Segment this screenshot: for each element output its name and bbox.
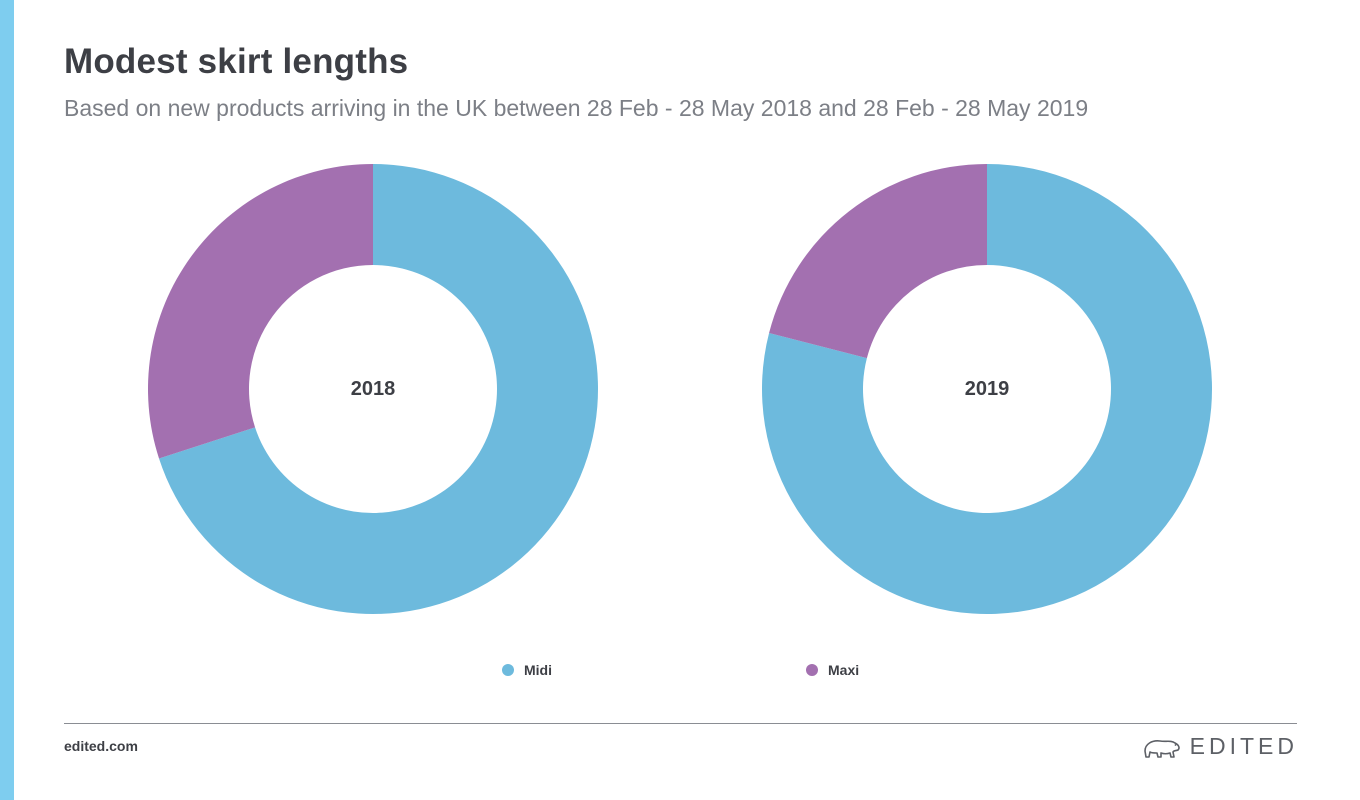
donut-chart-2019: 2019	[762, 164, 1213, 614]
legend-item-midi: Midi	[502, 662, 552, 678]
footer-divider	[64, 723, 1297, 724]
accent-bar	[0, 0, 14, 800]
donut-slice-maxi-2018	[148, 164, 373, 459]
donut-slice-midi-2019	[762, 164, 1213, 614]
chart-title: Modest skirt lengths	[64, 42, 409, 81]
brand-wordmark: EDITED	[1189, 733, 1298, 759]
legend-swatch-midi	[502, 664, 514, 676]
chart-subtitle: Based on new products arriving in the UK…	[64, 95, 1089, 121]
legend-item-maxi: Maxi	[806, 662, 859, 678]
chart-legend: Midi Maxi	[0, 662, 1360, 686]
donut-slice-maxi-2019	[769, 164, 987, 359]
legend-label-midi: Midi	[524, 662, 552, 678]
donut-chart-2018: 2018	[148, 164, 598, 614]
brand-logo: EDITED	[1142, 733, 1298, 760]
legend-label-maxi: Maxi	[828, 662, 860, 678]
footer-site-link[interactable]: edited.com	[64, 738, 138, 754]
donut-center-label: 2019	[965, 378, 1010, 400]
donut-center-label: 2018	[351, 378, 396, 400]
legend-swatch-maxi	[806, 664, 818, 676]
donut-slice-midi-2018	[159, 164, 598, 614]
polar-bear-icon	[1143, 739, 1180, 758]
